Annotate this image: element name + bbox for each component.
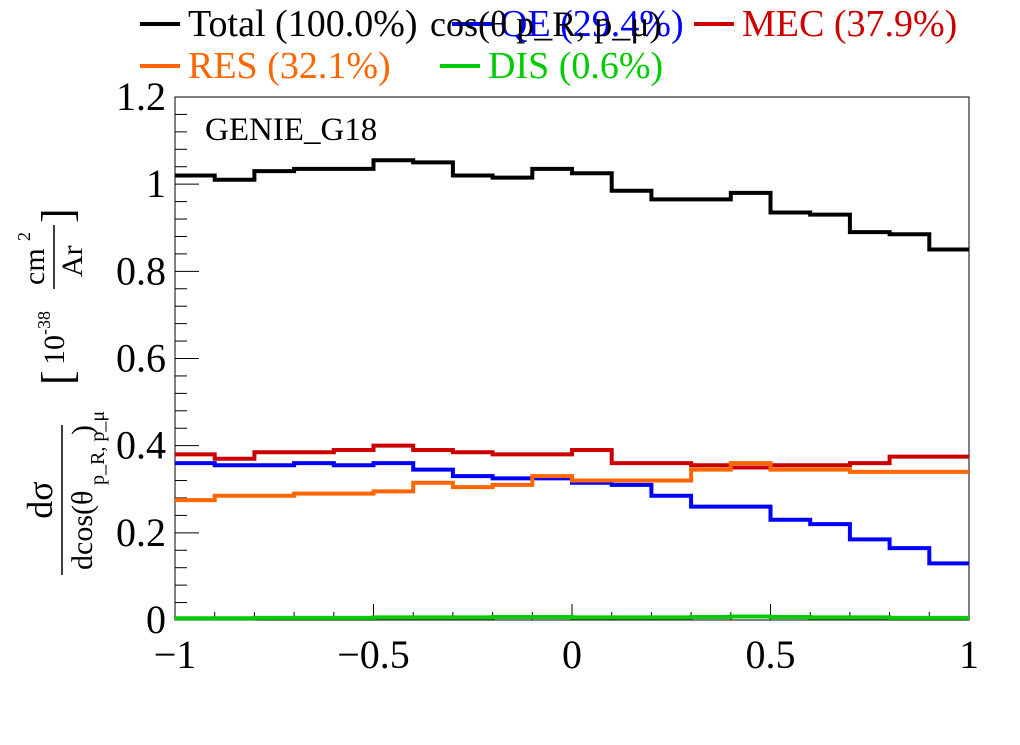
x-tick-labels: −1 −0.5 0 0.5 1 xyxy=(154,632,979,677)
ylabel-denominator-close: ) xyxy=(66,425,99,435)
y-tick-label-5: 1 xyxy=(146,161,166,206)
ylabel-denominator-sub: p_R, p_μ xyxy=(87,411,109,485)
x-tick-label-0: −1 xyxy=(154,632,197,677)
series-layer xyxy=(175,158,969,621)
y-tick-labels: 0 0.2 0.4 0.6 0.8 1 1.2 xyxy=(116,74,166,642)
ylabel-bracket-right: ] xyxy=(33,208,82,223)
series-line-2 xyxy=(175,443,969,470)
ylabel-units-num: cm xyxy=(18,248,51,285)
y-tick-label-4: 0.8 xyxy=(116,248,166,293)
series-line-3 xyxy=(175,461,969,503)
legend-label-0: Total (100.0%) xyxy=(188,3,418,45)
legend-label-1: QE (29.4%) xyxy=(500,3,684,45)
ylabel-units-num-exp: 2 xyxy=(14,232,34,241)
series-line-0 xyxy=(175,158,969,252)
legend: Total (100.0%) QE (29.4%) MEC (37.9%) RES (… xyxy=(140,3,957,87)
plot-frame xyxy=(174,96,970,621)
legend-label-4: DIS (0.6%) xyxy=(488,45,663,87)
series-line-1 xyxy=(175,461,969,566)
plot-area: GENIE_G18 xyxy=(174,96,970,621)
legend-label-3: RES (32.1%) xyxy=(188,45,391,87)
y-tick-label-6: 1.2 xyxy=(116,74,166,119)
ylabel-units-exp: -38 xyxy=(34,311,54,335)
ylabel-denominator: dcos(θ xyxy=(66,491,99,570)
x-tick-label-4: 1 xyxy=(959,632,979,677)
x-tick-label-3: 0.5 xyxy=(746,632,796,677)
legend-label-2: MEC (37.9%) xyxy=(742,3,957,45)
ylabel-units-den: Ar xyxy=(56,245,89,277)
y-tick-label-2: 0.4 xyxy=(116,423,166,468)
x-tick-label-2: 0 xyxy=(562,632,582,677)
ylabel-numerator: dσ xyxy=(20,481,60,518)
axis-ticks xyxy=(174,96,970,621)
ylabel-bracket-left: [ xyxy=(33,370,82,385)
series-line-4 xyxy=(175,614,969,621)
y-axis-label: dσ dcos(θ p_R, p_μ ) [ 10 -38 cm 2 Ar ] xyxy=(14,208,109,575)
x-tick-label-1: −0.5 xyxy=(337,632,410,677)
ylabel-units-prefix: 10 xyxy=(38,335,71,365)
generator-annotation: GENIE_G18 xyxy=(205,112,377,148)
chart-title: cos(θ p_R, p_μ) xyxy=(430,4,662,44)
y-tick-label-0: 0 xyxy=(146,597,166,642)
y-tick-label-1: 0.2 xyxy=(116,510,166,555)
y-tick-label-3: 0.6 xyxy=(116,336,166,381)
